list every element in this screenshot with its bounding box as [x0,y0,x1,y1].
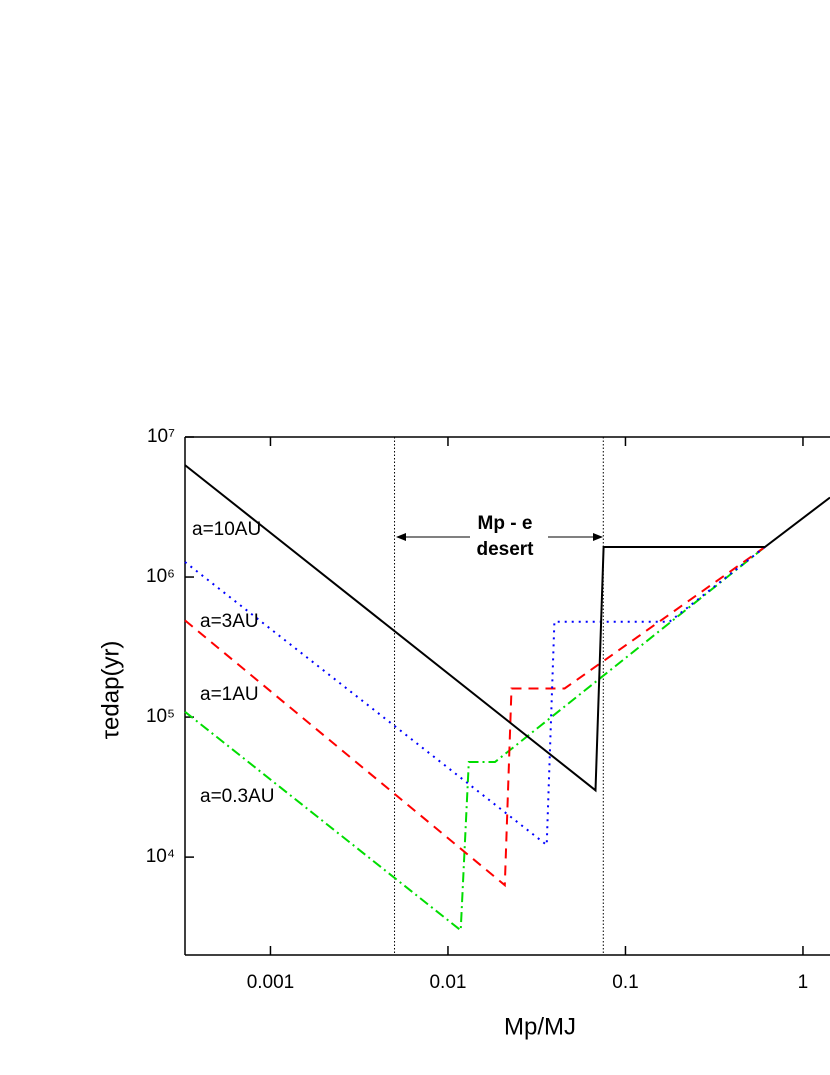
series-line [184,546,766,888]
y-tick-label: 10⁵ [146,706,175,727]
series-label: a=3AU [200,611,259,632]
annotation: desert [476,539,534,560]
y-tick-label: 10⁴ [146,846,175,867]
x-axis-label: Mp/MJ [504,1013,576,1040]
x-tick-label: 0.01 [429,972,466,993]
series-label: a=1AU [200,684,259,705]
x-tick-label: 0.1 [612,972,638,993]
y-tick-label: 10⁶ [146,566,175,587]
annotation: Mp - e [478,513,533,534]
x-tick-label: 1 [798,972,809,993]
y-tick-label: 10⁷ [147,426,175,447]
y-axis-label: τedap(yr) [97,641,124,740]
series-label: a=0.3AU [200,786,274,807]
x-tick-label: 0.001 [247,972,295,993]
series-line [184,546,766,933]
series-line [184,464,830,793]
series-label: a=10AU [192,519,261,540]
